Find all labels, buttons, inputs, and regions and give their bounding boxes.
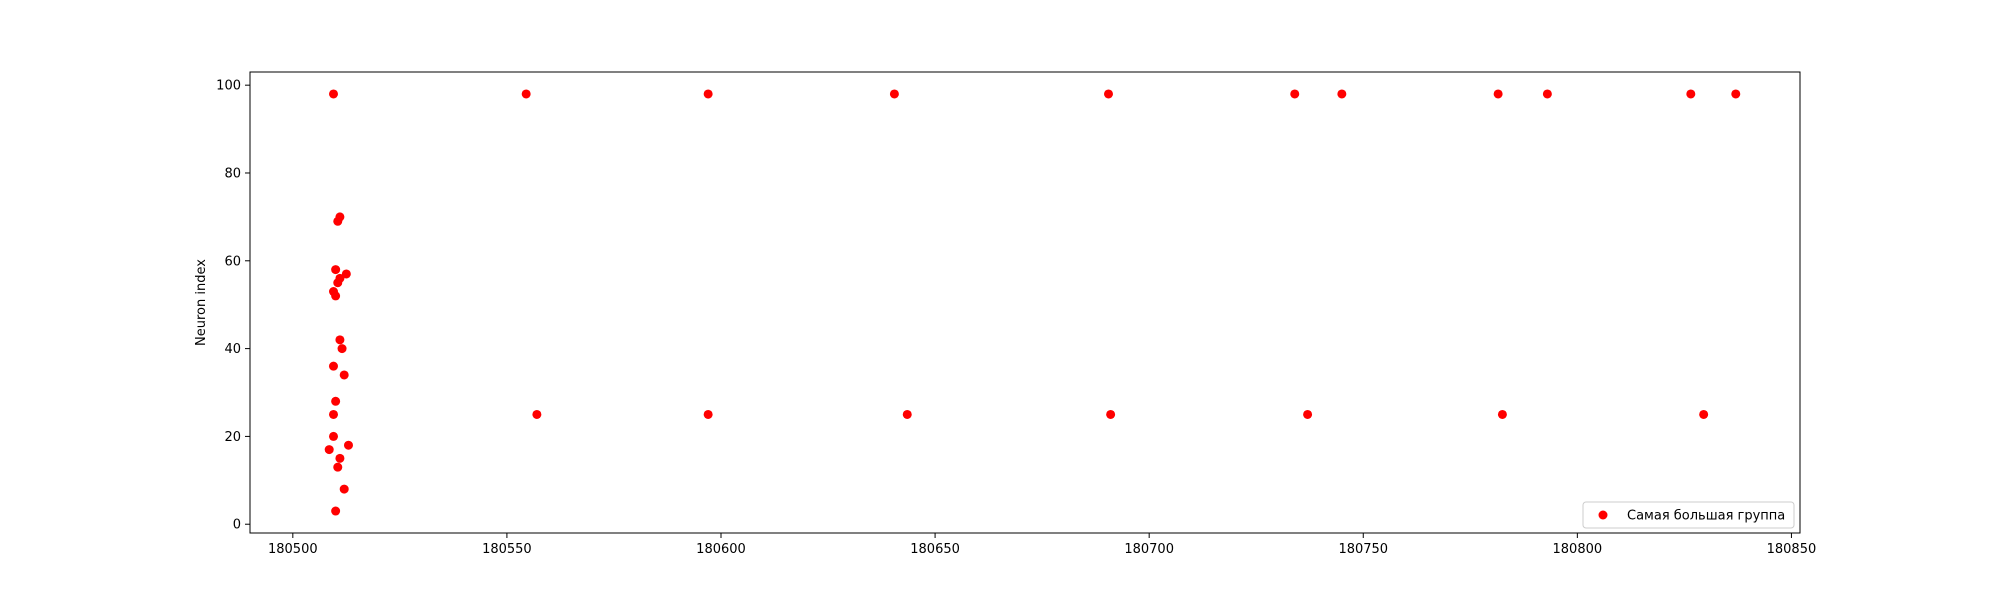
data-point: [335, 453, 345, 463]
legend-marker: [1598, 510, 1608, 520]
data-point: [703, 89, 713, 99]
x-tick-label: 180500: [268, 542, 318, 557]
data-point: [343, 440, 353, 450]
y-tick-label: 80: [224, 166, 241, 181]
data-point: [328, 361, 338, 371]
data-point: [521, 89, 531, 99]
x-tick-label: 180800: [1553, 542, 1603, 557]
data-point: [703, 409, 713, 419]
data-point: [1290, 89, 1300, 99]
data-point: [339, 370, 349, 380]
data-point: [324, 445, 334, 455]
data-point: [328, 431, 338, 441]
x-tick-label: 180600: [696, 542, 746, 557]
data-point: [331, 291, 341, 301]
y-tick-label: 100: [216, 79, 241, 94]
y-tick-label: 0: [233, 518, 241, 533]
plot-area-frame: [249, 71, 1801, 534]
data-point: [532, 409, 542, 419]
legend-label: Самая большая группа: [1627, 509, 1785, 524]
data-point: [331, 396, 341, 406]
data-point: [1337, 89, 1347, 99]
data-point: [331, 506, 341, 516]
data-point: [341, 269, 351, 279]
data-point: [1103, 89, 1113, 99]
x-axis: 180500 180550 180600 180650 180700 180750 1808…: [268, 533, 1816, 557]
data-point: [1699, 409, 1709, 419]
legend-box: [1582, 501, 1795, 529]
data-point: [1493, 89, 1503, 99]
x-tick-label: 180750: [1338, 542, 1388, 557]
data-point: [1542, 89, 1552, 99]
data-point: [328, 89, 338, 99]
legend: Самая большая группа: [1582, 501, 1795, 529]
data-point: [335, 335, 345, 345]
data-point: [339, 484, 349, 494]
y-tick-label: 20: [224, 430, 241, 445]
x-tick-label: 180650: [910, 542, 960, 557]
data-point: [1303, 409, 1313, 419]
data-point: [902, 409, 912, 419]
data-point: [337, 344, 347, 354]
x-tick-label: 180550: [482, 542, 532, 557]
data-point: [1106, 409, 1116, 419]
data-point: [328, 409, 338, 419]
data-point: [1731, 89, 1741, 99]
y-tick-label: 40: [224, 342, 241, 357]
x-tick-label: 180700: [1124, 542, 1174, 557]
x-tick-label: 180850: [1767, 542, 1817, 557]
data-point: [1497, 409, 1507, 419]
scatter-points: [324, 89, 1741, 516]
y-axis-label: Neuron index: [194, 259, 209, 346]
data-point: [889, 89, 899, 99]
data-point: [333, 278, 343, 288]
data-point: [333, 462, 343, 472]
data-point: [1686, 89, 1696, 99]
y-axis: 0 20 40 60 80 100: [216, 79, 250, 533]
data-point: [331, 265, 341, 275]
y-tick-label: 60: [224, 254, 241, 269]
data-point: [333, 216, 343, 226]
